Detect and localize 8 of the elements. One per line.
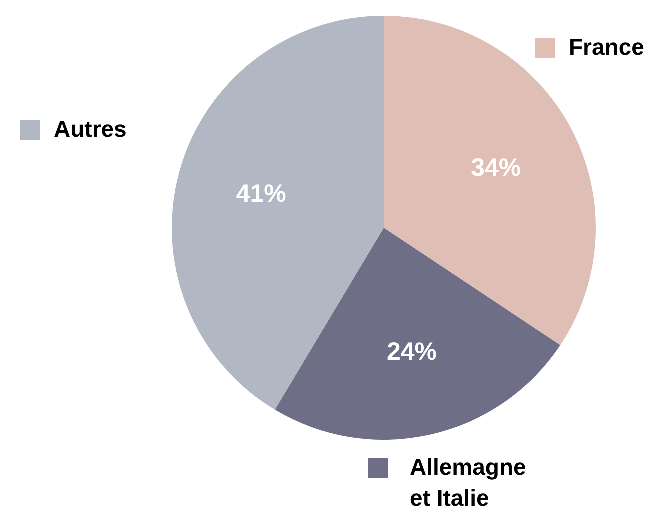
legend-label: Allemagne et Italie xyxy=(410,453,528,513)
data-label: 41% xyxy=(236,180,286,208)
data-label: 24% xyxy=(387,338,438,366)
pie-slice xyxy=(172,16,384,410)
legend-label: France xyxy=(569,33,644,62)
pie-slice xyxy=(275,228,561,440)
legend-label: Autres xyxy=(54,115,127,144)
data-label: 34% xyxy=(471,154,522,182)
